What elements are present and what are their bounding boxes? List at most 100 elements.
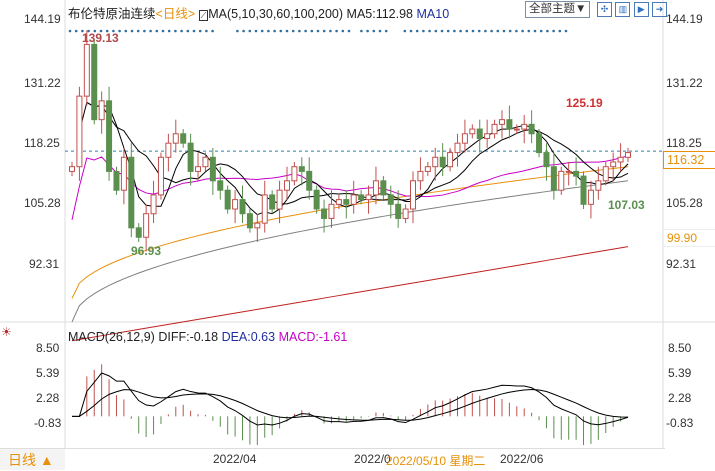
candle-up [283,180,290,191]
axis-left-1: 131.22 [24,76,61,90]
period-button[interactable]: 日线 ▲ [0,448,65,470]
dea-line [72,389,629,421]
event-dot [316,29,320,33]
candle-down [187,142,194,172]
ma200-line [71,246,629,342]
candle-down [476,128,483,139]
axis-left-2: 118.25 [24,136,60,150]
candle-down [239,199,246,215]
event-dot [329,29,332,33]
event-dot [248,29,252,33]
candle-down [528,123,535,135]
candle-up [625,152,631,158]
candle-up [291,166,298,182]
event-dot [254,29,258,33]
candle-down [298,166,305,172]
event-dot [440,29,444,33]
candle-down [573,170,580,177]
candle-up [143,213,150,238]
candle-down [224,189,231,210]
low2-annotation: 107.03 [608,198,645,212]
high2-annotation: 125.19 [566,96,603,110]
event-dot [68,29,72,33]
event-dot [236,29,239,33]
candle-up [491,123,498,135]
candle-up [172,133,179,144]
candle-down [358,194,365,201]
macd-value: MACD:-1.61 [278,330,348,344]
macd-axis-left-2: 2.28 [36,391,60,405]
candle-up [432,156,439,168]
ma-label: MA(5,10,30,60,100,200) [208,7,344,21]
macd-diff: DIFF:-0.18 [158,330,219,344]
event-dot [502,29,506,33]
event-dot [378,29,382,33]
event-dot [341,29,345,33]
candle-down [128,156,135,229]
candle-up [335,199,342,205]
candle-up [232,199,239,210]
event-dot [546,29,549,33]
event-dot [471,29,475,33]
event-dot [192,29,196,33]
candle-down [91,43,98,121]
event-dot [515,29,518,33]
high-annotation: 139.13 [82,31,119,45]
event-dot [335,29,338,33]
event-dot [149,29,152,33]
candle-down [387,194,394,205]
date-tick-1: 2022/0 [354,452,391,466]
candle-down [343,199,350,205]
period-label[interactable]: <日线> [155,7,196,21]
date-tick-2: 2022/06 [500,452,544,466]
candle-down [306,170,313,191]
axis-right-2: 118.25 [666,136,702,150]
candle-up [261,194,268,224]
candle-down [395,203,402,219]
candle-up [202,156,209,168]
candle-up [610,161,617,168]
event-dot [167,29,171,33]
event-dot [112,29,115,33]
event-dot [539,29,543,33]
candle-down [217,180,224,191]
ma5-value: MA5:112.98 [346,7,414,21]
ma10-line [86,101,629,205]
candle-down [550,166,557,191]
candle-up [195,166,202,172]
event-dot [484,29,487,33]
date-tick-0: 2022/04 [213,452,257,466]
candle-up [69,166,75,172]
candle-up [484,133,491,139]
event-dot [161,29,165,33]
axis-left-0: 144.19 [24,12,61,26]
event-dot [409,29,413,33]
exit-icon[interactable]: ➜ [652,2,668,17]
split-icon[interactable]: ▥ [615,2,631,17]
event-dot [273,29,276,33]
event-dot [267,29,270,33]
ma30-line [71,155,629,220]
axis-left-4: 92.31 [29,257,60,271]
candle-down [180,133,187,144]
axis-right-1: 131.22 [666,76,703,90]
event-dot [496,29,500,33]
candle-up [76,95,83,168]
axis-right-0: 144.19 [666,12,703,26]
play-icon[interactable]: ▶ [633,2,649,17]
event-dot [521,29,524,33]
axis-left-3: 105.28 [24,196,61,210]
ma-price-label: 99.90 [663,229,715,247]
candle-down [269,194,276,210]
candle-down [113,170,120,191]
candle-down [106,100,113,172]
event-dot [87,29,90,33]
settings-icon[interactable]: ☀ [1,325,12,339]
theme-button[interactable]: 全部主题▼ [525,1,591,18]
event-dot [490,29,493,33]
event-dot [291,29,295,33]
crosshair-icon[interactable]: ✣ [597,2,612,17]
event-dot [310,29,314,33]
candle-down [439,156,446,168]
